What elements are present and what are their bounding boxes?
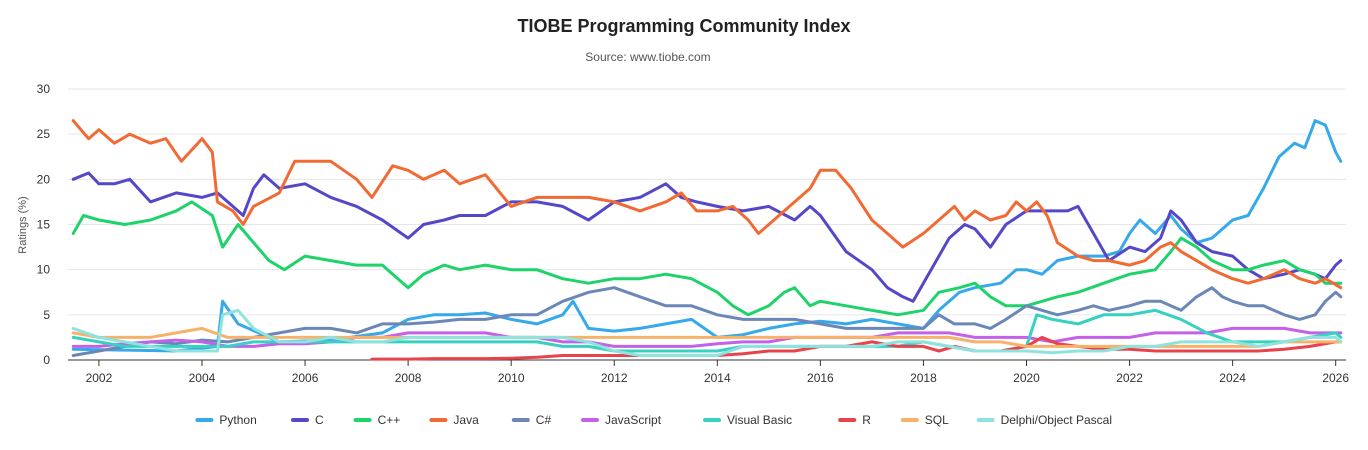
y-tick-label: 20 bbox=[37, 172, 51, 186]
series-line-c[interactable] bbox=[71, 200, 1343, 317]
y-axis-ticks: 0 5 10 15 20 25 30 bbox=[37, 82, 51, 367]
chart-title: TIOBE Programming Community Index bbox=[517, 16, 851, 36]
grid-layer bbox=[68, 88, 1346, 361]
x-tick-label: 2026 bbox=[1322, 371, 1349, 385]
x-tick-label: 2004 bbox=[189, 371, 216, 385]
x-tick-label: 2006 bbox=[292, 371, 319, 385]
y-tick-label: 0 bbox=[43, 353, 50, 367]
x-tick-label: 2012 bbox=[601, 371, 628, 385]
x-tick-label: 2018 bbox=[910, 371, 937, 385]
x-tick-label: 2016 bbox=[807, 371, 834, 385]
legend-item-visual-basic[interactable]: Visual Basic bbox=[703, 413, 792, 427]
series-line-c[interactable] bbox=[71, 286, 1343, 357]
x-tick-label: 2014 bbox=[704, 371, 731, 385]
legend-item-javascript[interactable]: JavaScript bbox=[581, 413, 662, 427]
legend-label: C# bbox=[536, 413, 552, 427]
legend-item-r[interactable]: R bbox=[838, 413, 871, 427]
legend-label: JavaScript bbox=[605, 413, 662, 427]
y-tick-label: 5 bbox=[43, 308, 50, 322]
series-line-c[interactable] bbox=[71, 171, 1343, 303]
legend-label: R bbox=[862, 413, 871, 427]
series-line-javascript[interactable] bbox=[71, 326, 1343, 348]
y-tick-label: 30 bbox=[37, 82, 51, 96]
series-line-delphi-object-pascal[interactable] bbox=[71, 308, 1343, 357]
x-tick-label: 2010 bbox=[498, 371, 525, 385]
legend-item-c[interactable]: C bbox=[291, 413, 324, 427]
legend-label: C bbox=[315, 413, 324, 427]
y-tick-label: 25 bbox=[37, 127, 51, 141]
legend-label: Python bbox=[219, 413, 256, 427]
y-tick-label: 10 bbox=[37, 263, 51, 277]
legend-label: Delphi/Object Pascal bbox=[1001, 413, 1112, 427]
series-line-java[interactable] bbox=[71, 119, 1343, 290]
y-axis-title: Ratings (%) bbox=[17, 196, 29, 253]
y-tick-label: 15 bbox=[37, 218, 51, 232]
x-tick-label: 2020 bbox=[1013, 371, 1040, 385]
x-axis-ticks: 2002 2004 2006 2008 2010 2012 2014 2016 2018 2020… bbox=[68, 359, 1349, 385]
legend-item-delphi-object-pascal[interactable]: Delphi/Object Pascal bbox=[976, 413, 1112, 427]
legend-item-python[interactable]: Python bbox=[195, 413, 257, 427]
legend-label: SQL bbox=[925, 413, 949, 427]
series-layer bbox=[71, 119, 1343, 361]
x-tick-label: 2022 bbox=[1116, 371, 1143, 385]
legend-item-sql[interactable]: SQL bbox=[900, 413, 949, 427]
legend-item-c[interactable]: C++ bbox=[353, 413, 401, 427]
x-tick-label: 2024 bbox=[1219, 371, 1246, 385]
series-line-r[interactable] bbox=[370, 335, 1343, 361]
x-tick-label: 2002 bbox=[86, 371, 113, 385]
legend: Python C C++ Java C# JavaScript Visual Basic R S… bbox=[195, 413, 1112, 427]
series-line-python[interactable] bbox=[71, 119, 1343, 353]
legend-label: Visual Basic bbox=[727, 413, 792, 427]
legend-label: C++ bbox=[378, 413, 401, 427]
x-tick-label: 2008 bbox=[395, 371, 422, 385]
legend-item-java[interactable]: Java bbox=[429, 413, 479, 427]
legend-label: Java bbox=[453, 413, 479, 427]
legend-item-c[interactable]: C# bbox=[511, 413, 552, 427]
chart-subtitle: Source: www.tiobe.com bbox=[585, 50, 711, 64]
